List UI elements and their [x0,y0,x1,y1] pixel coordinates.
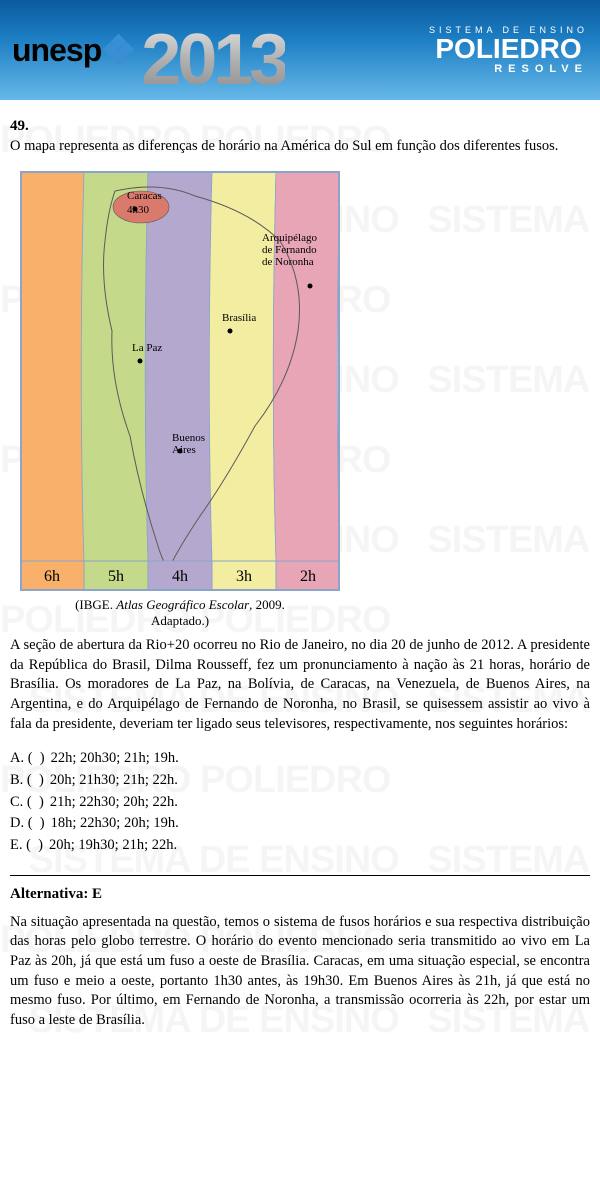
caption-source: (IBGE. [75,597,113,612]
option-key: E. ( ) [10,835,43,857]
svg-text:Arquipélago: Arquipélago [262,232,317,244]
map-caption: (IBGE. Atlas Geográfico Escolar, 2009. A… [20,597,340,631]
option-key: B. ( ) [10,770,44,792]
svg-text:Buenos: Buenos [172,432,205,444]
option-key: C. ( ) [10,792,44,814]
brand-bottom: RESOLVE [429,63,588,75]
answer-label: Alternativa: E [10,886,590,903]
svg-text:4h: 4h [172,568,188,585]
svg-text:Aires: Aires [172,444,196,456]
header-banner: unesp 2013 SISTEMA DE ENSINO POLIEDRO RE… [0,0,600,100]
svg-text:6h: 6h [44,568,60,585]
caption-tail: Adaptado.) [151,613,209,628]
timezone-map: 6h 5h 4h 3h 2h Caracas 4h30 La Paz Brasília Buen… [20,171,340,591]
separator [10,875,590,876]
year-label: 2013 [141,19,285,101]
svg-text:2h: 2h [300,568,316,585]
brand-box: SISTEMA DE ENSINO POLIEDRO RESOLVE [429,25,588,75]
content: 49. O mapa representa as diferenças de h… [0,100,600,1048]
svg-text:de Fernando: de Fernando [262,244,317,256]
svg-text:4h30: 4h30 [127,204,150,216]
question-intro: O mapa representa as diferenças de horár… [10,137,590,157]
svg-text:La Paz: La Paz [132,342,162,354]
unesp-icon [105,36,133,64]
option-text: 20h; 19h30; 21h; 22h. [49,835,177,857]
option-text: 21h; 22h30; 20h; 22h. [50,792,178,814]
answer-text: Na situação apresentada na questão, temo… [10,913,590,1030]
option-key: A. ( ) [10,748,45,770]
unesp-logo: unesp [12,32,133,69]
option-row: C. ( ) 21h; 22h30; 20h; 22h. [10,792,590,814]
option-text: 22h; 20h30; 21h; 19h. [51,748,179,770]
caption-year: , 2009. [249,597,285,612]
caption-title: Atlas Geográfico Escolar [116,597,249,612]
svg-text:5h: 5h [108,568,124,585]
option-text: 20h; 21h30; 21h; 22h. [50,770,178,792]
unesp-text: unesp [12,32,101,69]
option-row: D. ( ) 18h; 22h30; 20h; 19h. [10,813,590,835]
options-list: A. ( ) 22h; 20h30; 21h; 19h. B. ( ) 20h; 21… [10,748,590,857]
option-row: A. ( ) 22h; 20h30; 21h; 19h. [10,748,590,770]
svg-text:Caracas: Caracas [127,190,162,202]
question-number: 49. [10,118,590,135]
brand-main: POLIEDRO [429,35,588,63]
option-key: D. ( ) [10,813,45,835]
option-row: E. ( ) 20h; 19h30; 21h; 22h. [10,835,590,857]
question-body: A seção de abertura da Rio+20 ocorreu no… [10,636,590,734]
svg-text:3h: 3h [236,568,252,585]
option-row: B. ( ) 20h; 21h30; 21h; 22h. [10,770,590,792]
option-text: 18h; 22h30; 20h; 19h. [51,813,179,835]
map-figure: 6h 5h 4h 3h 2h Caracas 4h30 La Paz Brasília Buen… [20,171,590,631]
svg-text:de Noronha: de Noronha [262,256,314,268]
svg-text:Brasília: Brasília [222,312,256,324]
